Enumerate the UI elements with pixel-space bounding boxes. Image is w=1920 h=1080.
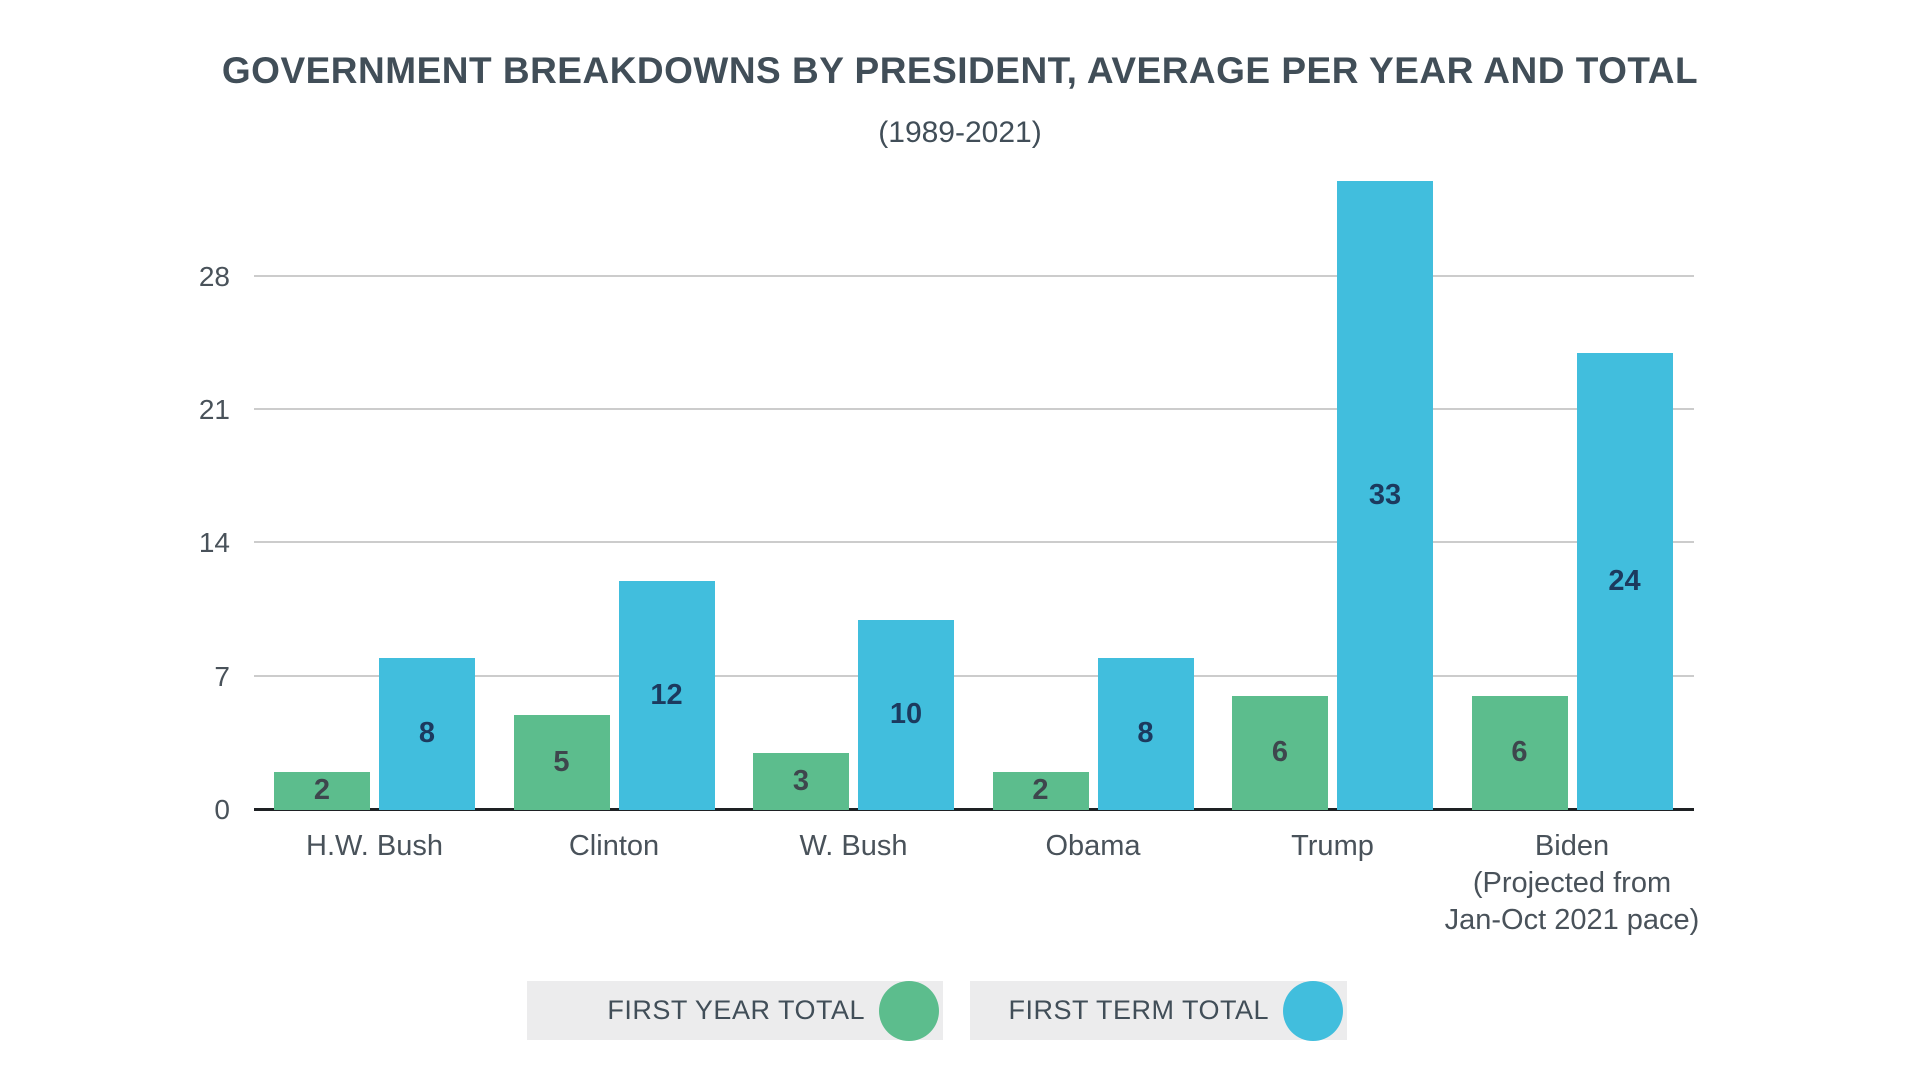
legend-item-first-term-total: FIRST TERM TOTAL [970, 980, 1347, 1041]
bar-value-label: 6 [1511, 736, 1528, 769]
legend-item-first-year-total: FIRST YEAR TOTAL [527, 980, 943, 1041]
bar-first-year-total-w-bush: 3 [753, 752, 849, 810]
y-axis-tick-7: 7 [214, 660, 230, 692]
x-axis-line [254, 808, 1694, 811]
gridline-y-14 [254, 541, 1694, 544]
y-axis-tick-21: 21 [198, 393, 230, 425]
bar-first-year-total-biden: 6 [1471, 695, 1568, 810]
bar-first-term-total-biden: 24 [1576, 352, 1673, 810]
legend-label-first-term-total: FIRST TERM TOTAL [1008, 995, 1269, 1025]
bar-value-label: 33 [1368, 479, 1402, 512]
bar-first-year-total-h-w-bush: 2 [274, 771, 370, 810]
bar-value-label: 24 [1608, 564, 1641, 597]
bar-first-term-total-trump: 33 [1337, 181, 1433, 810]
chart-title: GOVERNMENT BREAKDOWNS BY PRESIDENT, AVER… [221, 50, 1699, 91]
bar-value-label: 2 [1032, 774, 1049, 807]
x-axis-label-biden: Biden (Projected from Jan-Oct 2021 pace) [1444, 830, 1700, 936]
x-axis-label-w-bush: W. Bush [799, 830, 908, 862]
bar-first-term-total-clinton: 12 [618, 581, 715, 810]
bar-first-year-total-obama: 2 [992, 771, 1089, 810]
legend-label-first-year-total: FIRST YEAR TOTAL [607, 995, 865, 1025]
bar-value-label: 10 [889, 698, 923, 731]
x-axis-label-clinton: Clinton [568, 830, 660, 862]
gridline-y-21 [254, 407, 1694, 410]
x-axis-label-trump: Trump [1291, 830, 1374, 862]
bar-first-year-total-clinton: 5 [513, 714, 610, 810]
bar-value-label: 12 [650, 679, 683, 712]
legend-swatch-green-circle [879, 980, 939, 1041]
x-axis-label-obama: Obama [1045, 830, 1141, 862]
bar-first-term-total-w-bush: 10 [858, 619, 954, 810]
y-axis-tick-28: 28 [198, 260, 230, 292]
bar-value-label: 8 [1137, 717, 1154, 750]
bar-value-label: 6 [1271, 736, 1289, 769]
y-axis-tick-14: 14 [198, 527, 230, 559]
bar-first-year-total-trump: 6 [1232, 695, 1328, 810]
bar-value-label: 8 [418, 717, 436, 750]
bar-value-label: 3 [792, 764, 810, 797]
bar-value-label: 5 [553, 745, 570, 778]
bar-value-label: 2 [313, 774, 331, 807]
y-axis-tick-0: 0 [214, 794, 230, 825]
bar-first-term-total-obama: 8 [1097, 657, 1194, 810]
gridline-y-7 [254, 674, 1694, 677]
bar-first-term-total-h-w-bush: 8 [379, 657, 475, 810]
x-axis-label-h-w-bush: H.W. Bush [306, 830, 443, 862]
gridline-y-28 [254, 274, 1694, 277]
legend-swatch-blue-circle [1283, 980, 1343, 1041]
chart-subtitle: (1989-2021) [878, 116, 1042, 149]
